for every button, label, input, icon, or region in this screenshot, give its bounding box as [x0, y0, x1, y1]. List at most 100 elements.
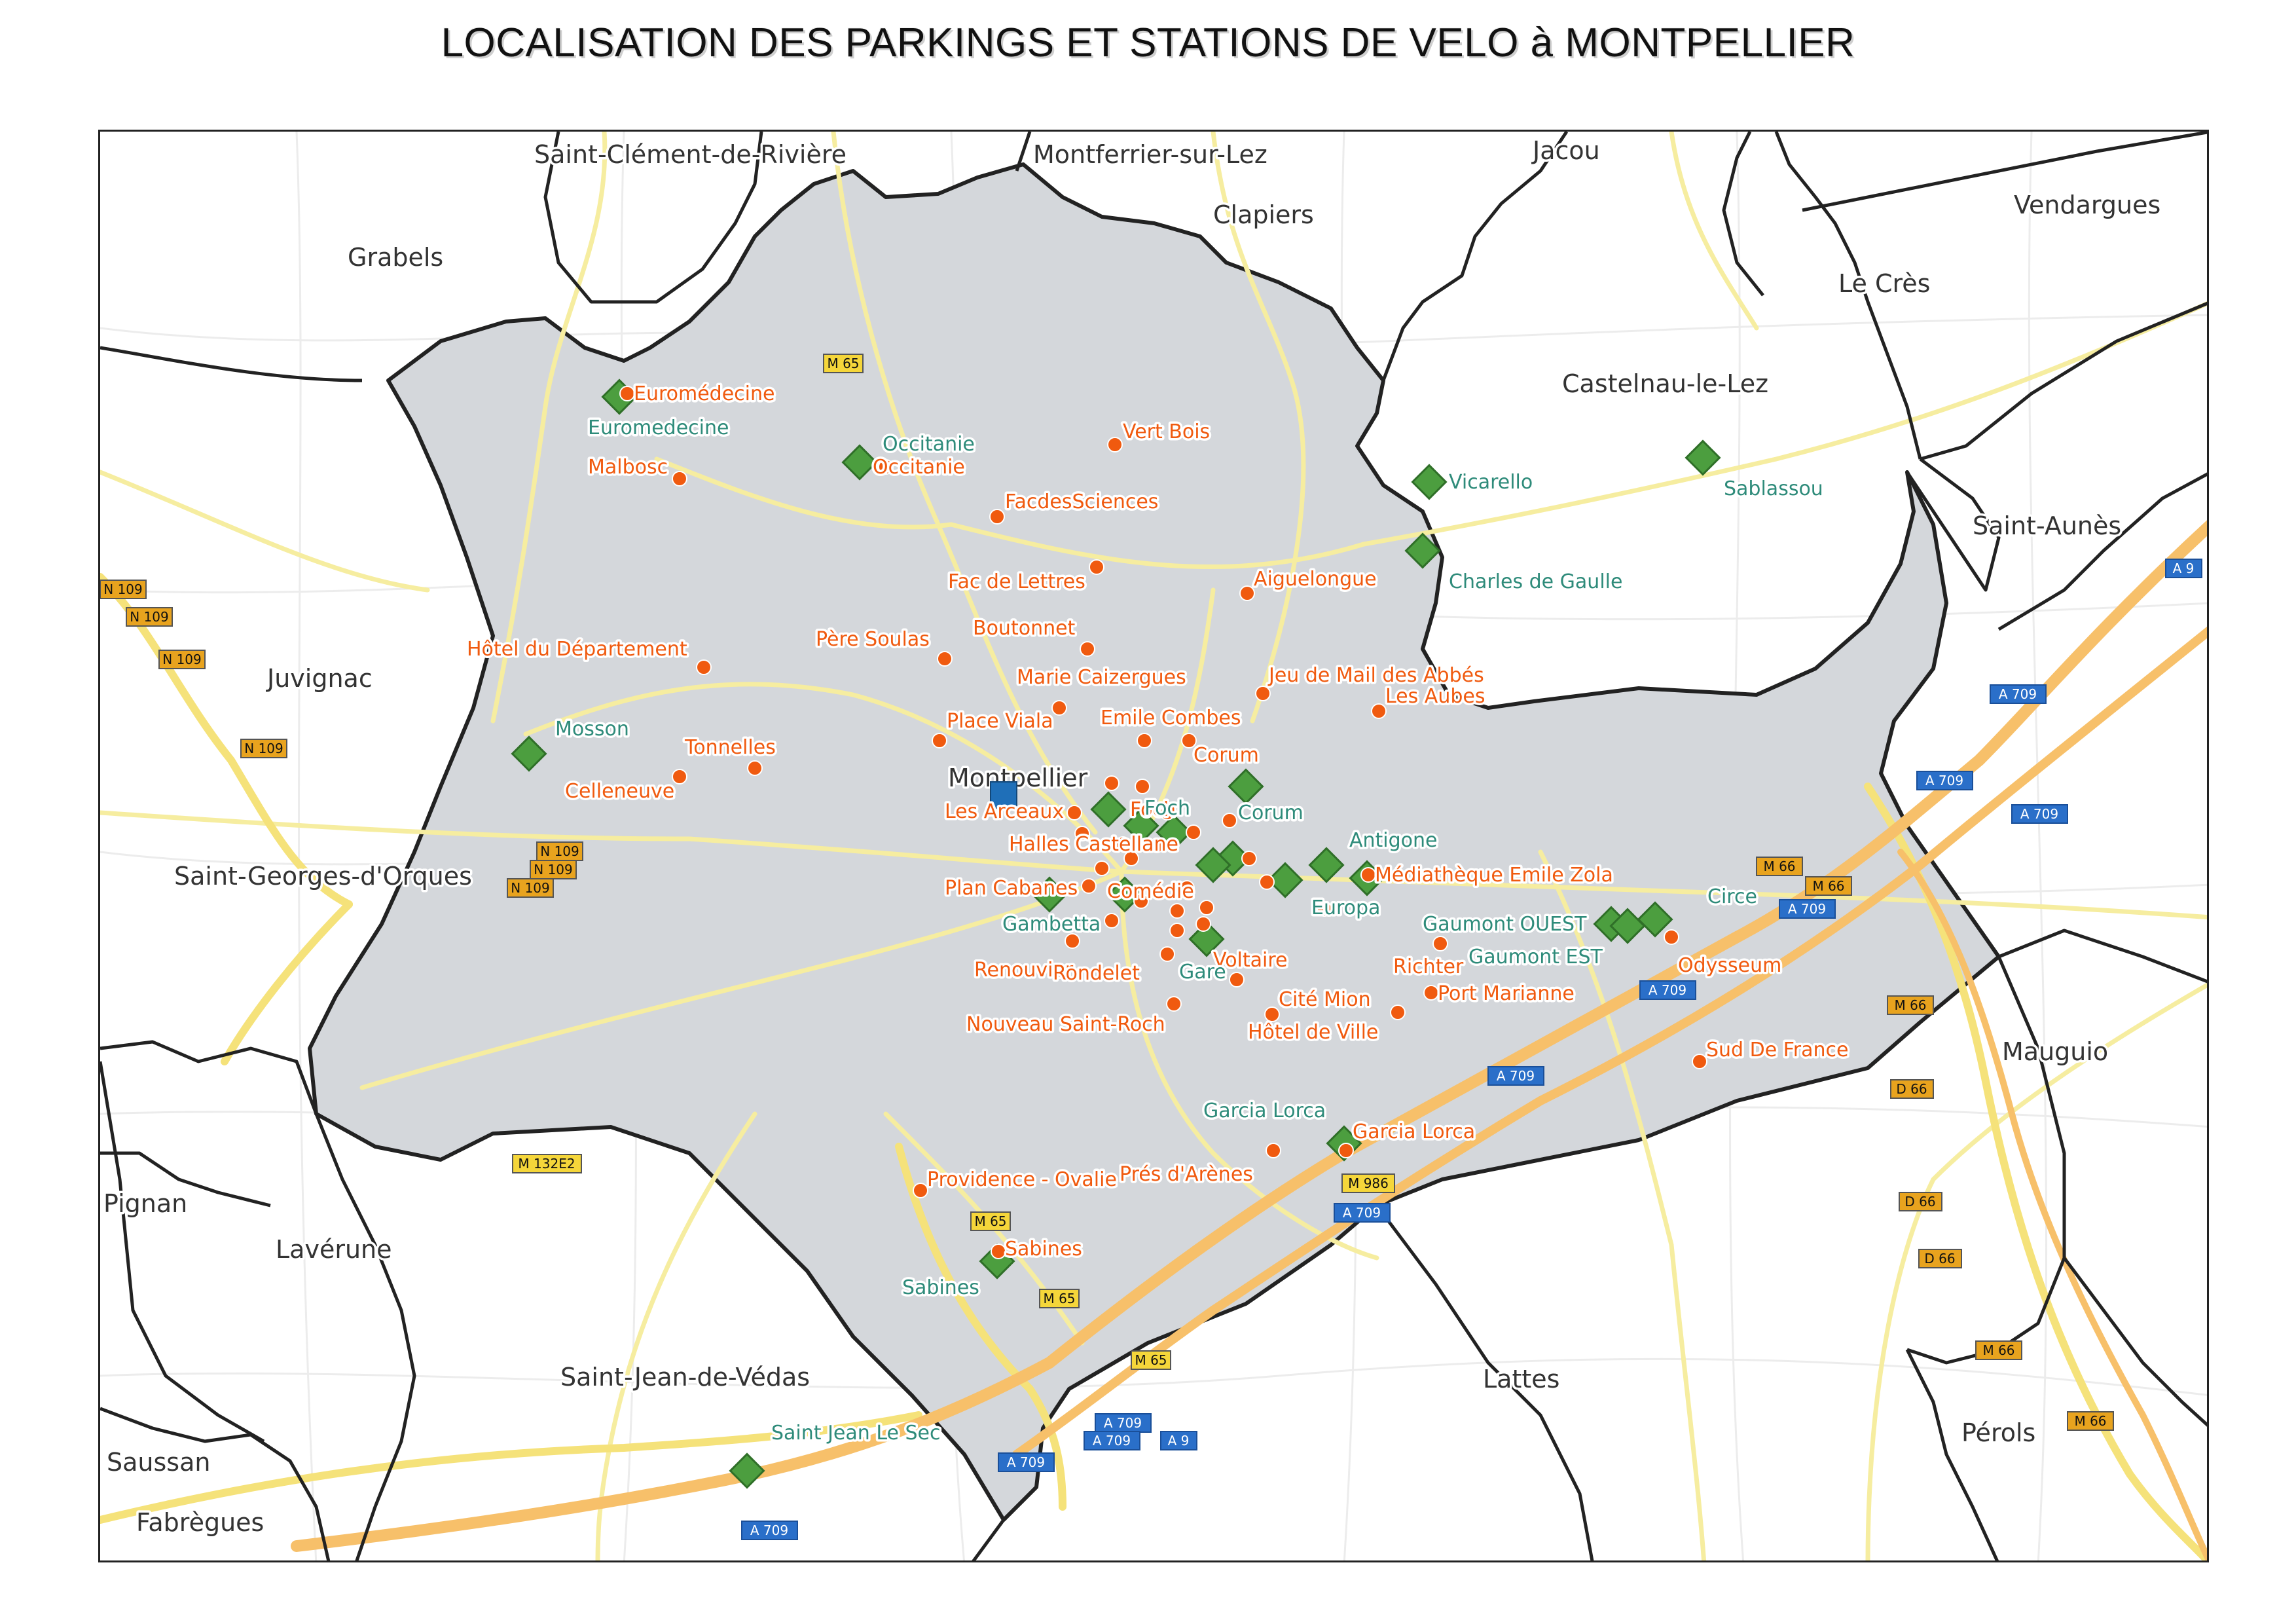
- parking-label: Malbosc: [588, 456, 668, 479]
- commune-label: Saint-Clément-de-Rivière: [534, 140, 847, 169]
- road-shield: A 709: [1334, 1203, 1391, 1223]
- velo-label: Vicarello: [1449, 471, 1533, 494]
- velo-label: Mosson: [555, 718, 629, 741]
- parking-label: Nouveau Saint-Roch: [966, 1013, 1165, 1036]
- parking-marker: [1159, 946, 1175, 962]
- parking-label: Les Arceaux: [945, 800, 1064, 823]
- parking-marker: [1266, 1143, 1281, 1158]
- velo-station-marker: [1195, 847, 1231, 883]
- velo-label: Euromedecine: [588, 416, 729, 439]
- svg-text:A 9: A 9: [2173, 561, 2195, 576]
- parking-marker: [672, 471, 687, 487]
- parking-marker: [1259, 874, 1275, 890]
- velo-label: Gaumont OUEST: [1423, 913, 1587, 936]
- road-shield: M 132E2: [512, 1154, 582, 1173]
- map-canvas[interactable]: M 65 M 65 M 65 M 65 N 109 N 109 N 109 N …: [100, 132, 2209, 1562]
- svg-text:N 109: N 109: [244, 741, 283, 756]
- parking-marker: [1255, 686, 1271, 701]
- road-shield: A 9: [1160, 1431, 1197, 1450]
- svg-text:M 65: M 65: [827, 356, 859, 371]
- parkings[interactable]: [619, 386, 1707, 1259]
- parking-marker: [913, 1183, 928, 1198]
- velo-station-marker: [841, 444, 878, 481]
- velo-station-marker: [1031, 876, 1068, 913]
- velo-station-marker: [1123, 807, 1159, 844]
- velo-station-marker: [1228, 768, 1264, 805]
- parking-marker: [1104, 913, 1120, 929]
- roads-minor: [100, 132, 2207, 1560]
- svg-text:A 709: A 709: [750, 1522, 788, 1538]
- parking-label: Comédie: [1107, 880, 1194, 903]
- parking-marker: [932, 733, 947, 748]
- svg-text:N 109: N 109: [511, 880, 550, 896]
- parking-label: Emile Combes: [1101, 707, 1241, 729]
- svg-text:A 709: A 709: [2020, 806, 2058, 822]
- road-shield: M 65: [1039, 1289, 1080, 1308]
- road-shield: N 109: [240, 739, 287, 758]
- parking-label: Boutonnet: [973, 617, 1076, 640]
- svg-text:D 66: D 66: [1904, 1194, 1935, 1209]
- svg-text:A 709: A 709: [1649, 982, 1686, 998]
- velo-label: Foch: [1144, 797, 1190, 820]
- parking-label: Marie Caizergues: [1017, 666, 1186, 689]
- road-shield: A 9: [2165, 559, 2202, 578]
- parking-marker: [1149, 838, 1165, 853]
- parking-marker: [1081, 878, 1097, 894]
- parking-marker: [1104, 775, 1120, 791]
- parking-label: Tonnelles: [684, 736, 776, 759]
- commune-label: Juvignac: [266, 664, 373, 693]
- parking-label: Les Aubes: [1385, 685, 1485, 708]
- parking-label: Port Marianne: [1438, 982, 1575, 1005]
- velo-station-marker: [1637, 901, 1673, 938]
- parking-marker: [1123, 851, 1139, 866]
- svg-text:N 109: N 109: [103, 581, 143, 597]
- parking-marker: [1179, 880, 1195, 896]
- parking-label: Corum: [1194, 744, 1259, 767]
- velo-label: Gaumont EST: [1468, 946, 1603, 969]
- parking-marker: [1159, 805, 1175, 821]
- parking-marker: [672, 769, 687, 784]
- parking-label: Jeu de Mail des Abbés: [1267, 664, 1484, 687]
- road-shield: A 709: [1990, 684, 2047, 704]
- parking-marker: [1066, 805, 1082, 821]
- parking-marker: [1186, 824, 1201, 840]
- svg-text:D 66: D 66: [1924, 1251, 1955, 1266]
- map-frame[interactable]: M 65 M 65 M 65 M 65 N 109 N 109 N 109 N …: [98, 130, 2209, 1562]
- parking-marker: [1241, 851, 1257, 866]
- svg-text:N 109: N 109: [130, 609, 169, 625]
- velo-station-marker: [729, 1452, 765, 1489]
- parking-label: Fac de Lettres: [948, 570, 1085, 593]
- road-shield: A 709: [2011, 804, 2068, 824]
- parking-label: Voltaire: [1213, 949, 1288, 972]
- velo-station-marker: [1188, 921, 1225, 957]
- parking-marker: [1133, 893, 1149, 909]
- parking-marker: [1051, 700, 1067, 716]
- svg-text:A 709: A 709: [1925, 773, 1963, 788]
- road-shield: A 709: [741, 1521, 798, 1540]
- road-shield: M 65: [970, 1211, 1011, 1231]
- parking-marker: [878, 459, 894, 475]
- commune-label: Le Crès: [1838, 269, 1930, 298]
- parking-marker: [937, 651, 953, 667]
- svg-text:A 709: A 709: [1788, 901, 1826, 917]
- svg-text:M 132E2: M 132E2: [518, 1156, 575, 1172]
- svg-text:M 66: M 66: [1894, 997, 1926, 1013]
- parking-marker: [1239, 585, 1255, 601]
- road-shield: A 709: [1639, 980, 1696, 1000]
- svg-text:N 109: N 109: [540, 843, 579, 859]
- commune-label: Fabrègues: [136, 1508, 264, 1537]
- commune-label: Castelnau-le-Lez: [1562, 369, 1768, 398]
- parking-marker: [1169, 903, 1185, 919]
- velo-label: Circe: [1707, 885, 1757, 908]
- svg-text:A 709: A 709: [1007, 1454, 1045, 1470]
- velo-station-marker: [1267, 862, 1303, 898]
- road-shield: N 109: [507, 878, 554, 898]
- road-shield: A 709: [1487, 1066, 1544, 1086]
- parking-marker: [1094, 860, 1110, 876]
- parking-marker: [1317, 901, 1332, 917]
- city-center-marker[interactable]: [990, 781, 1017, 809]
- commune-label: Saint-Jean-de-Védas: [560, 1363, 810, 1392]
- parking-marker: [1371, 703, 1387, 719]
- svg-text:M 66: M 66: [2074, 1413, 2106, 1429]
- svg-text:A 709: A 709: [1497, 1068, 1535, 1084]
